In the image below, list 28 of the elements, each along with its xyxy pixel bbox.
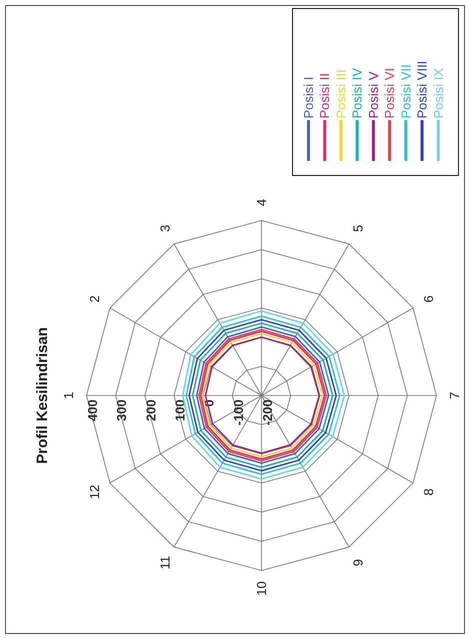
text: Posisi II [317,72,332,118]
spoke-label: 11 [158,556,172,570]
text: Posisi V [366,71,381,118]
y-tick-label: 100 [172,399,188,422]
text: Posisi VIII [414,60,430,118]
spoke-label: 7 [447,392,462,400]
spoke-label: 9 [350,559,366,566]
y-tick-label: -100 [230,399,246,426]
text: Posisi VII [398,64,414,118]
spoke-label: 8 [421,488,436,496]
spoke-label: 5 [350,224,366,232]
spoke-label: 12 [86,484,102,500]
spoke-label: 4 [254,198,269,206]
spoke-label: 1 [61,392,76,400]
y-tick-label: 400 [85,399,100,422]
spoke-label: 6 [421,295,436,303]
y-tick-label: -200 [260,399,275,426]
text: Posisi III [333,69,348,118]
spoke-label: 10 [254,581,269,596]
spoke-label: 2 [86,295,102,303]
spoke-label: 3 [158,224,172,232]
text: Posisi IV [350,68,365,118]
text: Posisi I [301,76,316,118]
y-tick-label: 300 [114,399,130,422]
text: Profil Kesilindrisan [34,327,51,464]
y-tick-label: 200 [143,399,158,422]
text: Posisi VI [382,68,398,118]
text: Posisi IX [430,68,446,118]
